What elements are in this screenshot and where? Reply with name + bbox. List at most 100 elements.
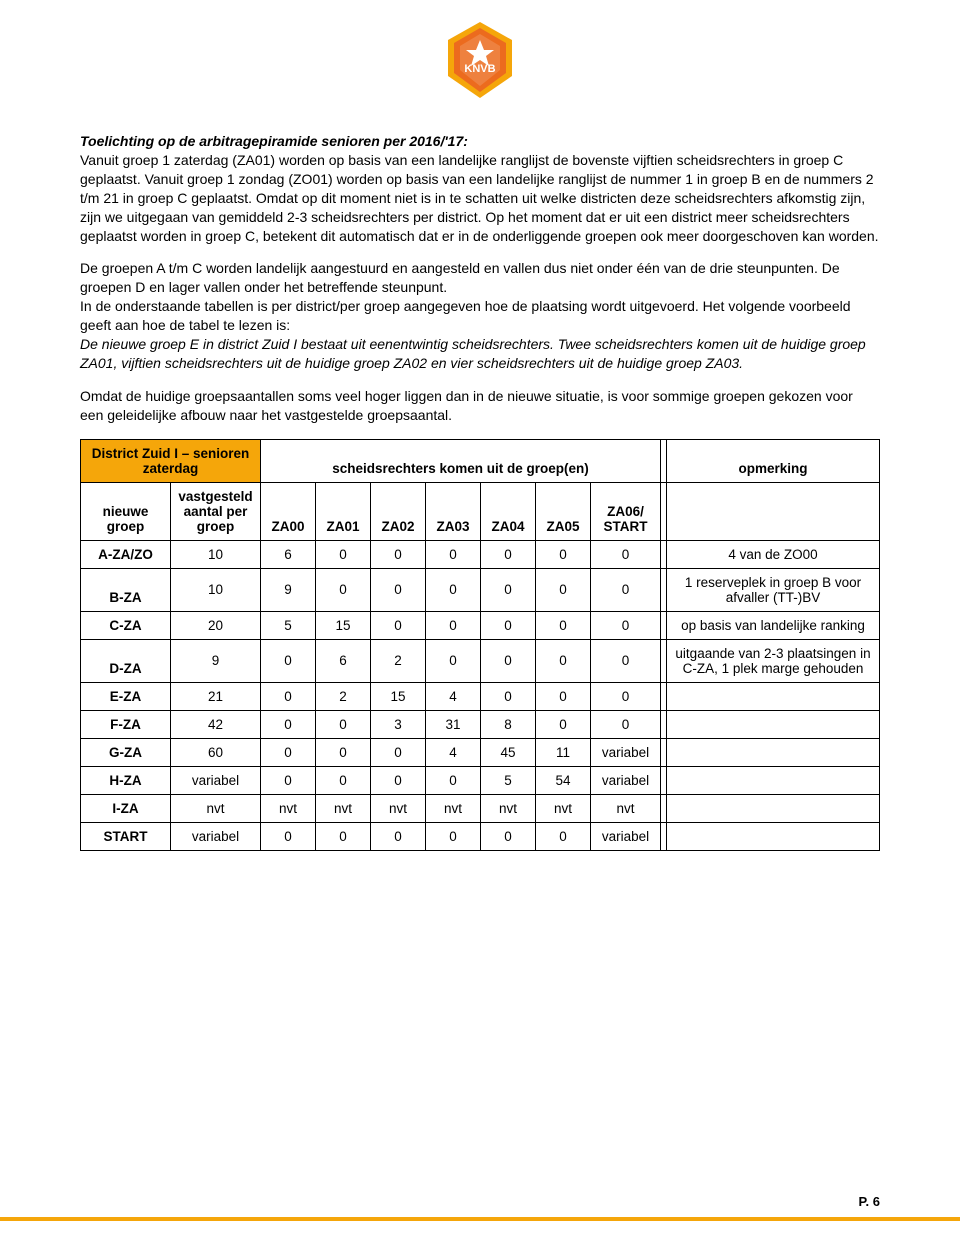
cell-value: 0 [371,540,426,568]
cell-value: 0 [426,822,481,850]
cell-value: nvt [426,794,481,822]
cell-value: 15 [371,682,426,710]
cell-value: 0 [426,611,481,639]
paragraph-2a: De groepen A t/m C worden landelijk aang… [80,260,840,295]
cell-value: 0 [426,568,481,611]
cell-value: 0 [316,822,371,850]
cell-group: START [81,822,171,850]
cell-value: 0 [371,568,426,611]
cell-value: 0 [261,738,316,766]
cell-remark: 1 reserveplek in groep B voor afvaller (… [667,568,880,611]
cell-remark: op basis van landelijke ranking [667,611,880,639]
cell-remark [667,822,880,850]
table-row: STARTvariabel000000variabel [81,822,880,850]
cell-value: 0 [536,710,591,738]
cell-count: variabel [171,766,261,794]
cell-value: 15 [316,611,371,639]
cell-value: 6 [261,540,316,568]
col-za03: ZA03 [426,482,481,540]
table-row: D-ZA90620000uitgaande van 2-3 plaatsinge… [81,639,880,682]
cell-value: variabel [591,766,661,794]
cell-value: 0 [481,682,536,710]
cell-value: nvt [536,794,591,822]
cell-value: 0 [481,540,536,568]
placement-table: District Zuid I – senioren zaterdag sche… [80,439,880,851]
cell-remark [667,766,880,794]
page: KNVB Toelichting op de arbitragepiramide… [0,0,960,1239]
cell-remark: uitgaande van 2-3 plaatsingen in C-ZA, 1… [667,639,880,682]
cell-value: 6 [316,639,371,682]
cell-value: 0 [371,611,426,639]
col-aantal: vastgesteld aantal per groep [171,482,261,540]
cell-count: 21 [171,682,261,710]
cell-value: 0 [316,766,371,794]
cell-remark [667,710,880,738]
col-za05: ZA05 [536,482,591,540]
table-header-row-2: nieuwe groep vastgesteld aantal per groe… [81,482,880,540]
cell-group: C-ZA [81,611,171,639]
knvb-logo-icon: KNVB [444,20,516,100]
cell-value: 0 [426,540,481,568]
col-za00: ZA00 [261,482,316,540]
cell-value: 0 [481,639,536,682]
header-source: scheidsrechters komen uit de groep(en) [261,439,661,482]
cell-value: 0 [591,682,661,710]
cell-value: 0 [536,682,591,710]
cell-value: 0 [536,639,591,682]
cell-remark [667,794,880,822]
table-row: B-ZA1090000001 reserveplek in groep B vo… [81,568,880,611]
cell-value: 3 [371,710,426,738]
cell-value: 54 [536,766,591,794]
cell-value: 0 [536,611,591,639]
cell-value: 9 [261,568,316,611]
heading: Toelichting op de arbitragepiramide seni… [80,133,880,149]
cell-group: H-ZA [81,766,171,794]
cell-count: variabel [171,822,261,850]
cell-value: 0 [536,568,591,611]
cell-value: 11 [536,738,591,766]
cell-group: F-ZA [81,710,171,738]
col-nieuwe-groep: nieuwe groep [81,482,171,540]
cell-value: 45 [481,738,536,766]
cell-value: 5 [261,611,316,639]
table-row: A-ZA/ZO1060000004 van de ZO00 [81,540,880,568]
cell-value: 0 [261,766,316,794]
cell-count: 60 [171,738,261,766]
cell-count: 10 [171,540,261,568]
cell-value: nvt [316,794,371,822]
cell-value: 0 [426,639,481,682]
col-za06: ZA06/ START [591,482,661,540]
cell-count: nvt [171,794,261,822]
cell-value: 0 [316,710,371,738]
svg-text:KNVB: KNVB [464,63,495,75]
cell-value: 0 [261,682,316,710]
cell-count: 42 [171,710,261,738]
cell-value: 0 [316,568,371,611]
col-za04: ZA04 [481,482,536,540]
cell-value: nvt [591,794,661,822]
cell-value: 2 [316,682,371,710]
cell-value: 0 [316,540,371,568]
cell-value: nvt [481,794,536,822]
cell-value: 0 [591,540,661,568]
cell-group: A-ZA/ZO [81,540,171,568]
cell-value: 2 [371,639,426,682]
cell-count: 9 [171,639,261,682]
footer-accent-line [0,1217,960,1221]
paragraph-2b: In de onderstaande tabellen is per distr… [80,298,851,333]
header-remark: opmerking [667,439,880,482]
cell-value: 0 [261,710,316,738]
cell-value: 4 [426,738,481,766]
cell-value: 0 [536,822,591,850]
cell-value: 0 [261,822,316,850]
cell-group: D-ZA [81,639,171,682]
table-row: G-ZA6000044511variabel [81,738,880,766]
cell-group: B-ZA [81,568,171,611]
cell-group: I-ZA [81,794,171,822]
cell-value: nvt [371,794,426,822]
cell-value: variabel [591,738,661,766]
col-remark-empty [667,482,880,540]
cell-value: 0 [481,611,536,639]
cell-value: 4 [426,682,481,710]
cell-value: 0 [316,738,371,766]
